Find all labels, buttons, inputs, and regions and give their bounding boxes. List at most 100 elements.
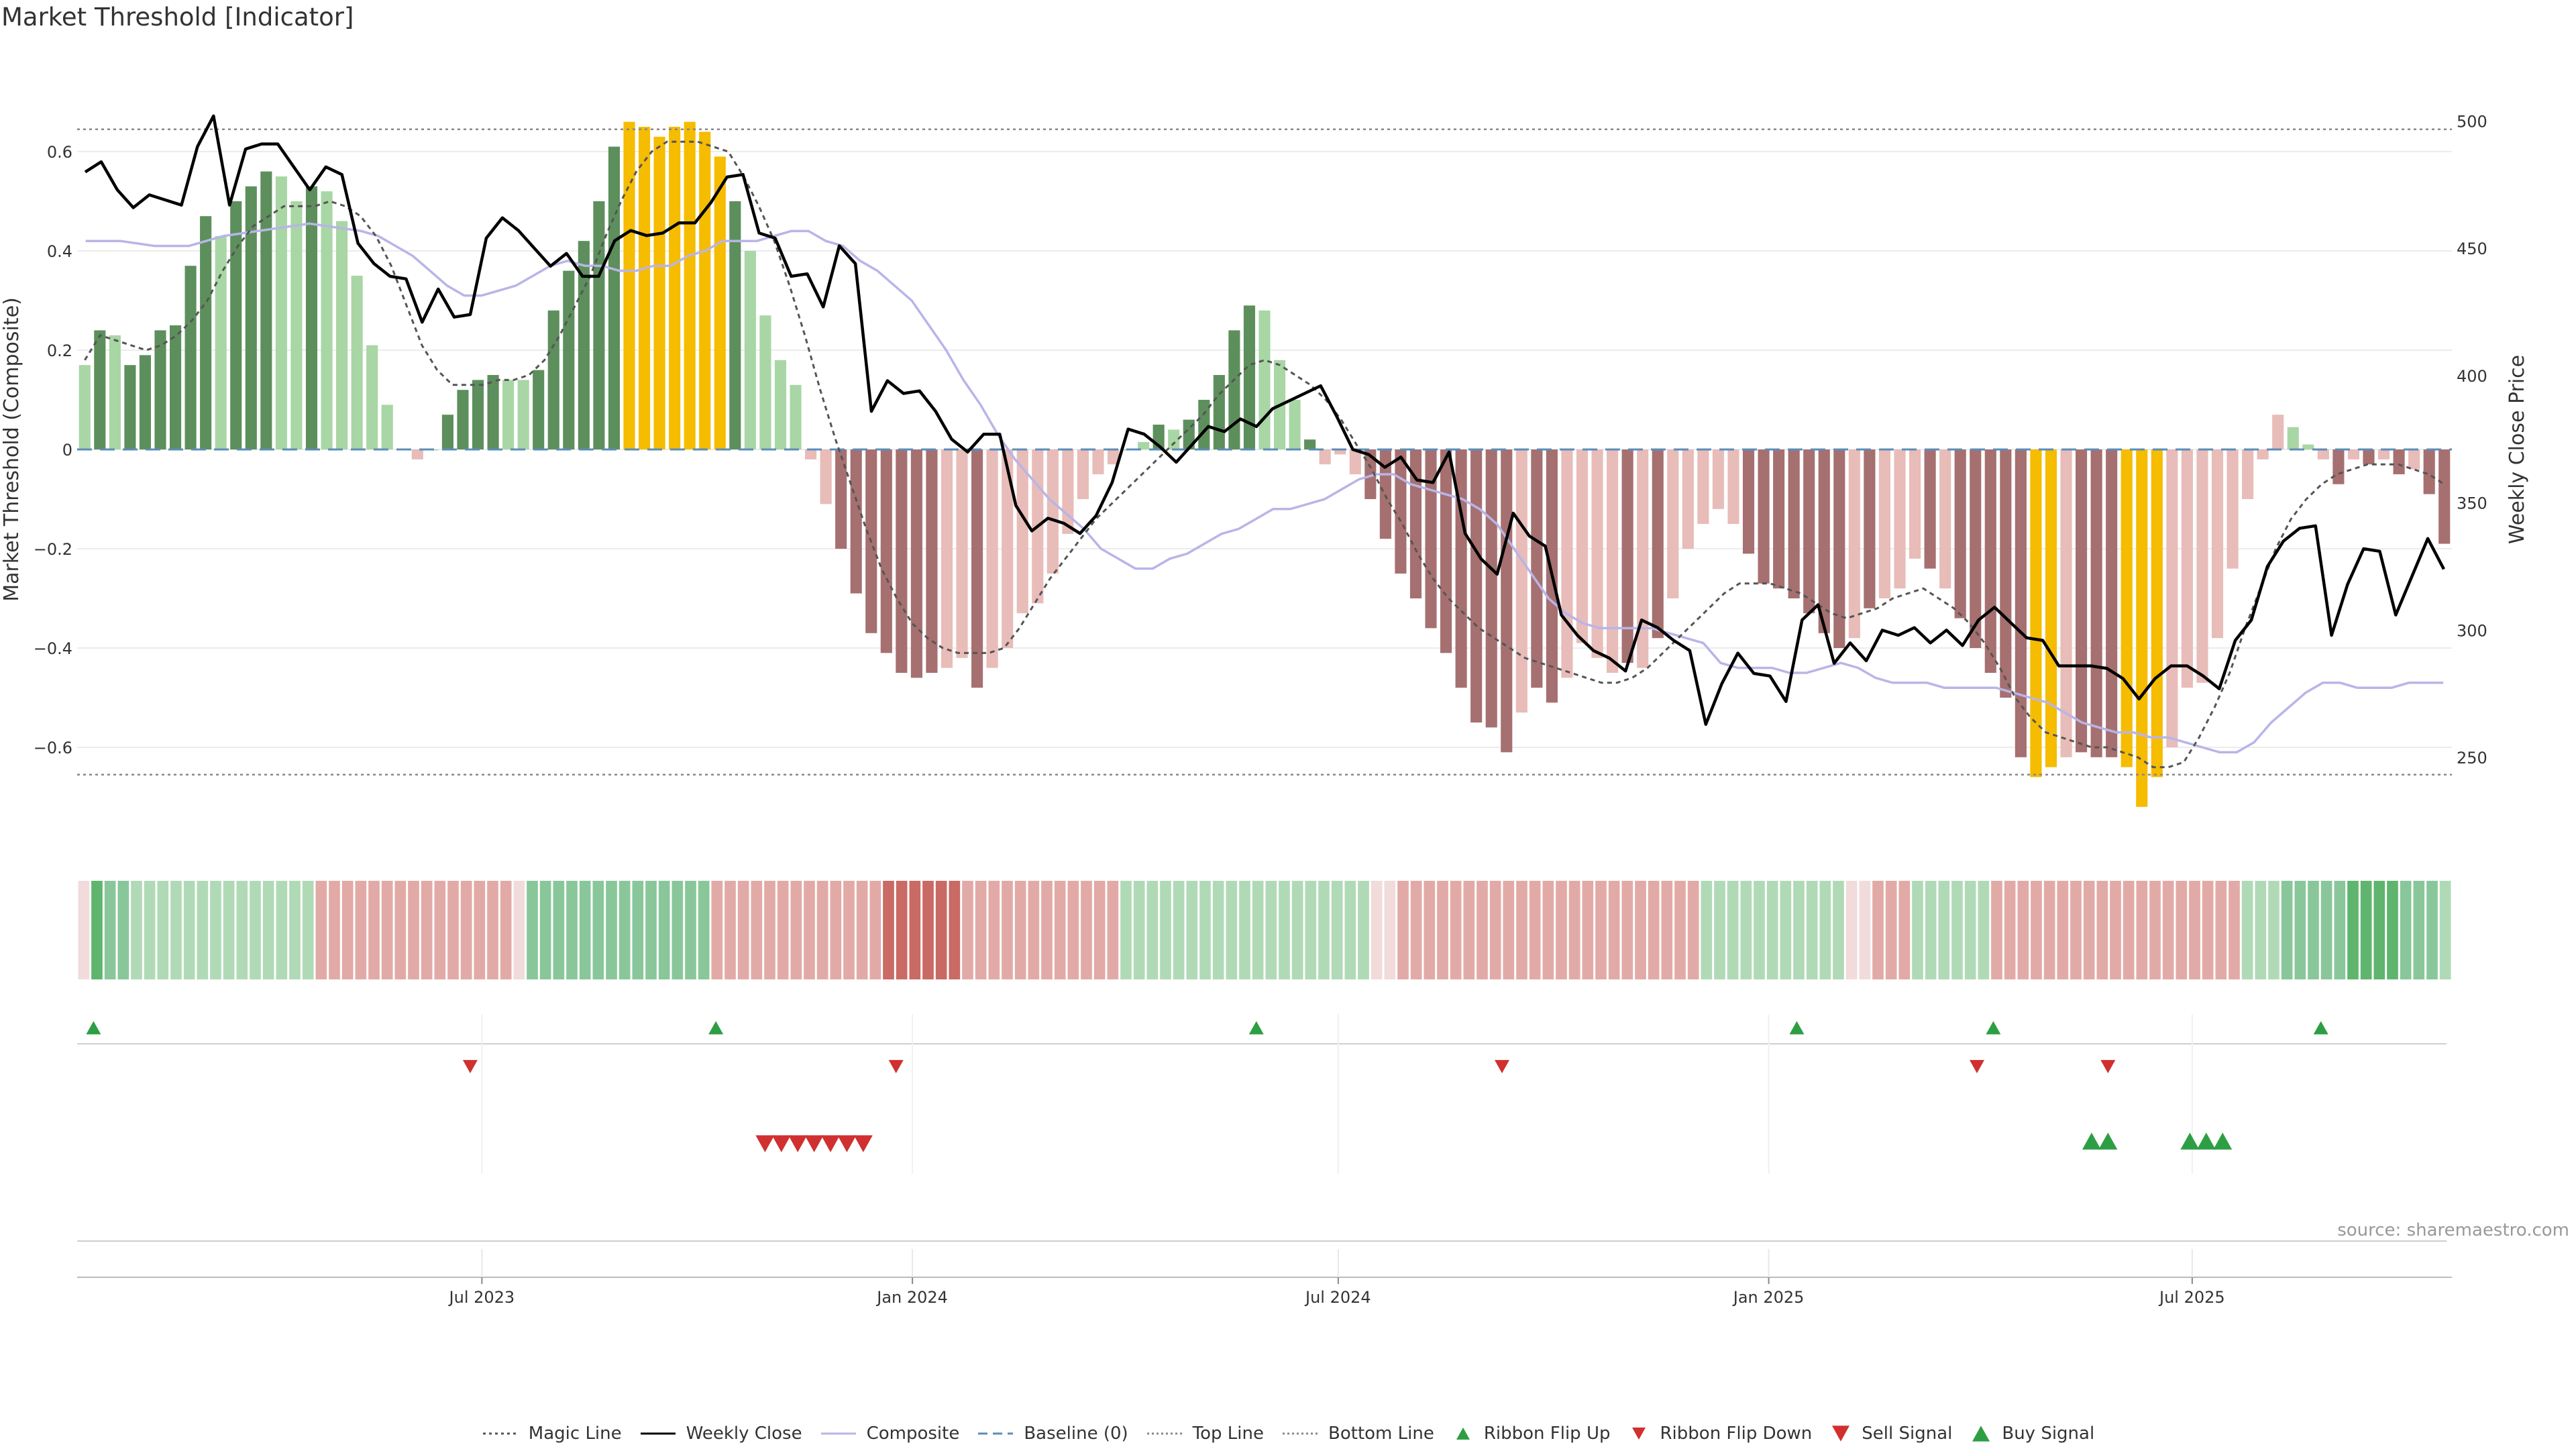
threshold-bar (351, 276, 363, 449)
ribbon-cell (302, 881, 314, 979)
threshold-bar (1213, 375, 1225, 449)
ribbon-cell (460, 881, 472, 979)
sell-signal-marker (837, 1135, 857, 1152)
ribbon-cell (658, 881, 670, 979)
threshold-bar (759, 315, 771, 449)
ribbon-cell (988, 881, 1000, 979)
ribbon-cell (2387, 881, 2398, 979)
threshold-bar (2000, 449, 2012, 698)
ribbon-cell (1714, 881, 1725, 979)
buy-signal-marker (2098, 1132, 2118, 1150)
threshold-bar (1198, 400, 1210, 449)
ribbon-cell (289, 881, 301, 979)
threshold-bar (563, 270, 575, 449)
ribbon-flip-up-marker (2313, 1021, 2328, 1034)
ribbon-cell (1661, 881, 1673, 979)
legend-item: Weekly Close (639, 1424, 802, 1444)
ribbon-cell (1687, 881, 1699, 979)
threshold-bar (2347, 449, 2360, 460)
threshold-bar (2045, 449, 2057, 767)
ribbon-cell (751, 881, 763, 979)
ribbon-cell (1054, 881, 1066, 979)
threshold-bar (457, 390, 469, 449)
ribbon-cell (1463, 881, 1475, 979)
buy-signal-marker (2180, 1132, 2200, 1150)
y-tick-label: −0.2 (34, 540, 72, 559)
buy-signal-marker (2196, 1132, 2216, 1150)
ribbon-cell (487, 881, 498, 979)
x-tick-label: Jan 2024 (875, 1288, 948, 1307)
ribbon-cell (539, 881, 551, 979)
legend-item: Top Line (1146, 1424, 1264, 1444)
ribbon-flip-up-marker (86, 1021, 101, 1034)
threshold-bar (1228, 330, 1240, 449)
ribbon-cell (170, 881, 182, 979)
threshold-bar (1501, 449, 1513, 753)
legend-label: Sell Signal (1862, 1424, 1953, 1444)
ribbon-cell (2347, 881, 2359, 979)
threshold-bar (275, 176, 287, 449)
threshold-bar (2015, 449, 2027, 757)
ribbon-cell (566, 881, 578, 979)
ribbon-cell (790, 881, 802, 979)
threshold-bar (1395, 449, 1407, 574)
threshold-bar (2196, 449, 2208, 683)
ribbon-cell (1067, 881, 1079, 979)
ribbon-cell (2373, 881, 2385, 979)
threshold-bar (1803, 449, 1815, 614)
legend-swatch (820, 1432, 856, 1435)
ribbon-cell (183, 881, 195, 979)
threshold-bar (2090, 449, 2102, 757)
x-tick-label: Jul 2025 (2158, 1288, 2225, 1307)
ribbon-cell (1212, 881, 1224, 979)
ribbon-cell (91, 881, 103, 979)
ribbon-cell (1265, 881, 1277, 979)
threshold-bar (1289, 400, 1301, 449)
ribbon-cell (1014, 881, 1026, 979)
threshold-bar (1727, 449, 1739, 524)
ribbon-cell (1621, 881, 1633, 979)
threshold-bar (1364, 449, 1377, 499)
ribbon-cell (1833, 881, 1844, 979)
legend-swatch (1832, 1426, 1850, 1442)
legend-label: Weekly Close (686, 1424, 802, 1444)
threshold-bar (1607, 449, 1619, 673)
ribbon-cell (1384, 881, 1396, 979)
threshold-bar (1062, 449, 1074, 534)
threshold-bar (215, 235, 227, 449)
buy-signal-marker (2082, 1132, 2101, 1150)
ribbon-cell (2189, 881, 2200, 979)
threshold-bar (1848, 449, 1860, 639)
ribbon-cell (1845, 881, 1858, 979)
ribbon-cell (1305, 881, 1317, 979)
ribbon-cell (1503, 881, 1515, 979)
threshold-bar (2166, 449, 2178, 747)
threshold-bar (1485, 449, 1497, 728)
legend-label: Buy Signal (2002, 1424, 2095, 1444)
legend-label: Bottom Line (1328, 1424, 1434, 1444)
threshold-bar (2377, 449, 2390, 460)
threshold-bar (533, 370, 545, 449)
ribbon-cell (236, 881, 248, 979)
threshold-bar (1002, 449, 1014, 648)
threshold-bar (1818, 449, 1830, 633)
ribbon-cell (2096, 881, 2108, 979)
ribbon-cell (975, 881, 987, 979)
threshold-bar (2287, 427, 2299, 449)
ribbon-cell (619, 881, 631, 979)
ribbon-cell (223, 881, 235, 979)
threshold-bar (2423, 449, 2435, 494)
threshold-bar (684, 121, 696, 449)
threshold-bar (729, 201, 741, 449)
ribbon-cell (1951, 881, 1963, 979)
bars-layer (78, 121, 2451, 807)
threshold-bar (638, 127, 651, 449)
threshold-bar (2076, 449, 2088, 753)
ribbon-cell (2294, 881, 2306, 979)
threshold-bar (941, 449, 953, 668)
ribbon-cell (1002, 881, 1013, 979)
ribbon-cell (1437, 881, 1448, 979)
threshold-bar (1682, 449, 1694, 549)
ribbon-cell (816, 881, 828, 979)
threshold-bar (472, 380, 484, 449)
